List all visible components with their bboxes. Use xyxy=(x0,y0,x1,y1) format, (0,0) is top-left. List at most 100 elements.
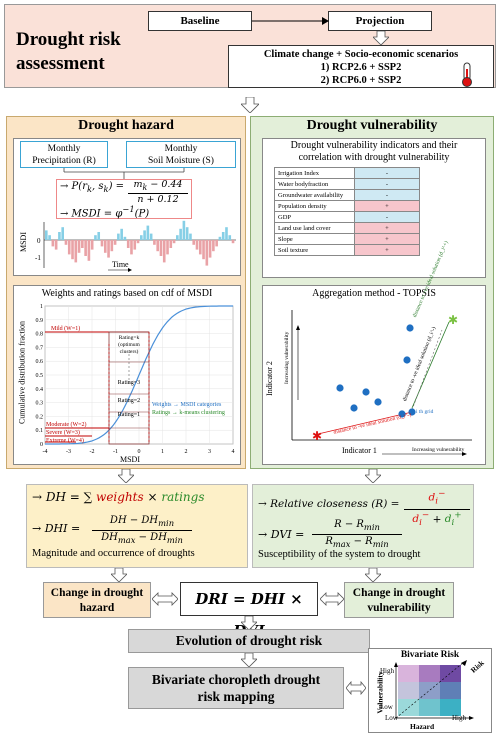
timeseries-bar xyxy=(172,240,176,244)
label-rating-3: Rating=3 xyxy=(117,380,141,386)
dvi-box xyxy=(252,484,474,568)
cdf-xtick: 3 xyxy=(208,449,211,455)
dvi-caption: Susceptibility of the system to drought xyxy=(258,549,421,560)
timeseries-bar xyxy=(103,240,107,253)
timeseries-bar xyxy=(71,240,74,260)
label-rating-2: Rating=2 xyxy=(117,398,141,404)
cdf-xtick: -4 xyxy=(43,449,48,455)
timeseries-bar xyxy=(179,228,182,240)
bivariate-high-y: High xyxy=(380,667,394,675)
bivariate-high-x: High xyxy=(452,714,466,722)
indicator-subtitle: Drought vulnerability indicators and the… xyxy=(290,140,458,163)
timeseries-bar xyxy=(110,240,114,252)
eq-msdi: → MSDI = φ−1(P) xyxy=(60,204,150,220)
cdf-xlabel: MSDI xyxy=(119,455,140,464)
dvi-down-arrow xyxy=(365,568,381,582)
baseline-projection-arrow xyxy=(252,17,329,25)
bivariate-grid xyxy=(394,660,474,720)
label-extreme: Extreme (W=4) xyxy=(46,438,84,444)
topsis-point xyxy=(350,404,358,412)
indicator-sign: + xyxy=(354,244,420,256)
topsis-point xyxy=(398,410,406,418)
indicator-sign: - xyxy=(354,189,420,201)
dvi-eq: → DVI = xyxy=(258,528,305,541)
thermometer-icon xyxy=(462,62,472,87)
timeseries-bar xyxy=(67,240,71,255)
cdf-ytick: 0.4 xyxy=(36,387,44,393)
timeseries-bar xyxy=(156,240,159,252)
bivariate-cell xyxy=(398,682,419,699)
dri-down-arrow xyxy=(241,616,257,630)
timeseries-bar xyxy=(149,233,153,240)
topsis-inc-x: Increasing vulnerability xyxy=(412,447,465,453)
timeseries-bar xyxy=(176,235,179,240)
projection-box: Projection xyxy=(328,11,432,31)
timeseries-bar xyxy=(195,240,199,250)
timeseries-bar xyxy=(133,240,137,250)
topsis-inc-y: Increasing vulnerability xyxy=(284,331,290,384)
bivariate-title: Bivariate Risk xyxy=(400,650,460,660)
svg-text:Time: Time xyxy=(112,260,129,269)
cdf-ytick: 0 xyxy=(40,442,43,448)
timeseries-bar xyxy=(51,240,55,247)
cdf-ylabel: Cumulative distribution fraction xyxy=(17,320,27,425)
svg-text:✱: ✱ xyxy=(312,429,322,443)
right-double-arrow xyxy=(320,592,344,606)
note-ratings: Ratings → k-means clustering xyxy=(152,410,225,416)
indicator-name: Soil texture xyxy=(274,244,355,256)
cdf-ytick: 0.3 xyxy=(36,401,44,407)
timeseries-bar xyxy=(159,240,163,256)
dh-box xyxy=(26,484,248,568)
evolution-down-arrow xyxy=(241,653,257,667)
change-vulnerability-box: Change in drought vulnerability xyxy=(344,582,454,618)
timeseries-bar xyxy=(45,230,48,240)
indicator-row: Slope + xyxy=(274,233,420,245)
cdf-xtick: 1 xyxy=(161,449,164,455)
timeseries-bar xyxy=(117,233,120,240)
label-rating-1: Rating=1 xyxy=(117,412,141,418)
timeseries-bar xyxy=(185,227,189,240)
topsis-point xyxy=(374,398,382,406)
bivariate-cell xyxy=(419,665,440,682)
bivariate-hazard: Hazard xyxy=(410,722,435,731)
timeseries-bar xyxy=(81,240,84,248)
indicator-name: Irrigation Index xyxy=(274,167,355,179)
topsis-title: Aggregation method - TOPSIS xyxy=(312,288,436,299)
timeseries-bar xyxy=(228,235,232,240)
indicator-name: Slope xyxy=(274,233,355,245)
top-to-sections-arrow xyxy=(241,97,259,113)
timeseries-bar xyxy=(189,233,192,240)
timeseries-bar xyxy=(90,240,94,250)
hazard-down-arrow xyxy=(118,469,134,483)
inputs-merge-lines xyxy=(63,168,185,180)
dvi-fraction: R − Rmin Rmax − Rmin xyxy=(312,518,402,551)
indicator-name: Land use land cover xyxy=(274,222,355,234)
timeseries-bar xyxy=(107,240,110,258)
indicator-row: Groundwater availability - xyxy=(274,189,420,201)
cdf-xtick: -2 xyxy=(90,449,95,455)
cdf-xtick: 0 xyxy=(138,449,141,455)
indicator-sign: + xyxy=(354,222,420,234)
vulnerability-title: Drought vulnerability xyxy=(306,118,438,133)
topsis-plot: ✱ ✱ xyxy=(291,310,472,456)
dhi-fraction: DH − DHmin DHmax − DHmin xyxy=(92,514,192,547)
topsis-point xyxy=(406,324,414,332)
mapping-box: Bivariate choropleth drought risk mappin… xyxy=(128,667,344,709)
timeseries-bar xyxy=(143,230,146,240)
timeseries-bar xyxy=(48,235,51,240)
cdf-ytick: 0.1 xyxy=(36,428,44,434)
cdf-xtick: 2 xyxy=(185,449,188,455)
topsis-point xyxy=(336,384,344,392)
timeseries-bar xyxy=(100,240,104,247)
cdf-xtick: -1 xyxy=(113,449,118,455)
change-hazard-box: Change in drought hazard xyxy=(43,582,151,618)
svg-text:0: 0 xyxy=(37,237,41,245)
indicator-sign: - xyxy=(354,211,420,223)
mapping-double-arrow xyxy=(346,681,366,695)
cdf-ytick: 0.6 xyxy=(36,359,44,365)
indicator-row: Population density + xyxy=(274,200,420,212)
timeseries-bar xyxy=(212,240,215,252)
timeseries-bar xyxy=(77,240,81,253)
timeseries-bar xyxy=(87,240,91,261)
cdf-xtick: 4 xyxy=(232,449,235,455)
